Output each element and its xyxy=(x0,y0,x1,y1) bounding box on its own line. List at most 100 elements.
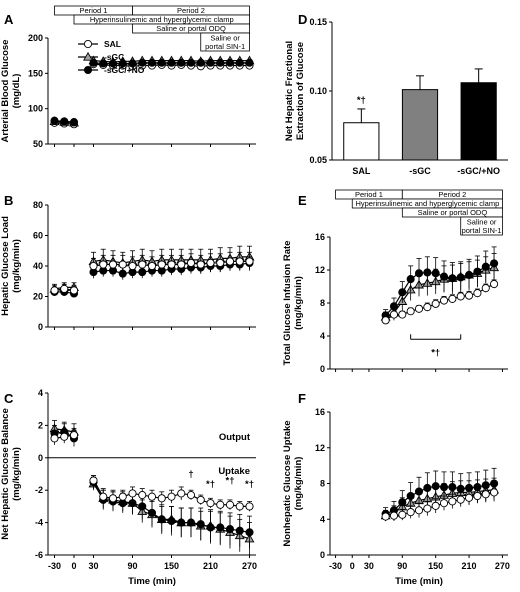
y-tick-label: 50 xyxy=(33,139,43,149)
bar-group: SAL *† xyxy=(343,95,380,176)
y-axis-title: Nonhepatic Glucose Uptake xyxy=(282,420,293,546)
data-point xyxy=(423,483,432,493)
odq-box xyxy=(401,207,503,218)
x-tick-label: -sGC/+NO xyxy=(457,166,500,176)
y-axis-title: Arterial Blood Glucose xyxy=(0,40,11,143)
y-tick-label: 0 xyxy=(320,364,325,374)
data-point xyxy=(473,289,482,298)
significance-mark: † xyxy=(188,469,193,480)
clamp-label: Hyperinsulinemic and hyperglycemic clamp xyxy=(355,199,499,208)
data-point xyxy=(216,258,225,268)
data-point xyxy=(186,258,196,268)
y-axis-title: Hepatic Glucose Load xyxy=(0,216,11,316)
annotation-uptake: Uptake xyxy=(218,466,250,477)
data-point xyxy=(225,257,235,266)
data-point xyxy=(465,270,474,280)
data-point xyxy=(108,494,118,503)
x-tick-label: 210 xyxy=(203,561,218,571)
x-tick-label: 210 xyxy=(462,561,477,571)
data-point xyxy=(431,482,440,491)
panel-e-letter: E xyxy=(298,193,307,208)
data-point xyxy=(206,523,215,532)
data-point xyxy=(157,58,166,67)
data-point xyxy=(89,261,98,271)
data-point xyxy=(490,488,499,497)
data-point xyxy=(128,489,137,498)
data-point xyxy=(177,260,186,269)
data-point xyxy=(89,58,98,67)
x-tick-label: 30 xyxy=(364,561,374,571)
bar xyxy=(401,89,439,161)
x-tick-label: 90 xyxy=(397,561,407,571)
y-tick-label: 20 xyxy=(33,292,43,302)
x-axis-title: Time (min) xyxy=(395,576,443,587)
y-tick-label: -6 xyxy=(35,550,43,560)
data-point xyxy=(206,258,215,268)
y-tick-label: 4 xyxy=(38,388,43,398)
data-point xyxy=(473,491,482,501)
data-point xyxy=(235,526,244,535)
legend-label: -sGC/+NO xyxy=(104,65,145,75)
y-tick-label: 8 xyxy=(320,479,325,489)
data-point xyxy=(225,525,235,534)
bar-group: -sGC xyxy=(401,75,439,176)
period2-label: Period 2 xyxy=(438,190,466,199)
significance-mark: *† xyxy=(357,95,366,106)
data-point xyxy=(245,58,254,67)
y-tick-label: 4 xyxy=(320,331,325,341)
data-point xyxy=(225,58,235,67)
series-sal xyxy=(381,279,499,325)
data-point xyxy=(69,286,79,295)
data-point xyxy=(69,431,79,440)
data-point xyxy=(490,279,499,289)
legend: SAL -sGC -sGC/+NO xyxy=(78,39,145,75)
bar xyxy=(343,122,380,161)
y-tick-label: -4 xyxy=(35,518,43,528)
data-point xyxy=(128,499,137,508)
data-point xyxy=(481,262,490,271)
data-point xyxy=(157,260,166,269)
data-point xyxy=(389,310,399,319)
data-point xyxy=(481,284,490,293)
period2-label: Period 2 xyxy=(177,6,205,15)
x-tick-label: 270 xyxy=(495,561,510,571)
sin1-label: Saline or xyxy=(467,218,497,227)
data-point xyxy=(225,500,235,509)
data-point xyxy=(439,483,449,492)
data-point xyxy=(108,260,118,269)
data-point xyxy=(147,261,157,271)
data-point xyxy=(216,523,225,532)
panel-f-letter: F xyxy=(298,391,306,406)
y-tick-label: 60 xyxy=(33,231,43,241)
x-tick-label: 30 xyxy=(88,561,98,571)
data-point xyxy=(167,492,176,501)
data-point xyxy=(157,494,166,503)
data-point xyxy=(398,310,407,319)
data-point xyxy=(235,257,244,266)
y-axis-unit: (mg/kg/min) xyxy=(11,239,22,293)
y-axis-unit: (mg/dL) xyxy=(11,74,22,109)
data-point xyxy=(245,257,254,266)
data-point xyxy=(423,303,432,312)
y-tick-label: 12 xyxy=(315,443,325,453)
data-point xyxy=(490,259,499,268)
bracket-label: *† xyxy=(431,347,440,358)
y-tick-label: 0.15 xyxy=(309,17,327,27)
series-sal xyxy=(50,251,254,295)
data-point xyxy=(456,273,465,282)
data-point xyxy=(389,302,399,311)
x-axis-title: Time (min) xyxy=(128,576,176,587)
data-point xyxy=(406,491,415,501)
data-point xyxy=(448,497,457,506)
data-point xyxy=(431,501,440,510)
data-point xyxy=(99,59,108,68)
legend-label: -sGC xyxy=(104,52,124,62)
data-point xyxy=(245,528,254,537)
x-tick-label: -30 xyxy=(329,561,342,571)
data-point xyxy=(235,502,244,511)
x-tick-label: 150 xyxy=(428,561,443,571)
data-point xyxy=(448,483,457,492)
x-tick-label: 90 xyxy=(127,561,137,571)
series--sgc-no xyxy=(50,58,254,127)
significance-mark: *† xyxy=(226,476,235,487)
